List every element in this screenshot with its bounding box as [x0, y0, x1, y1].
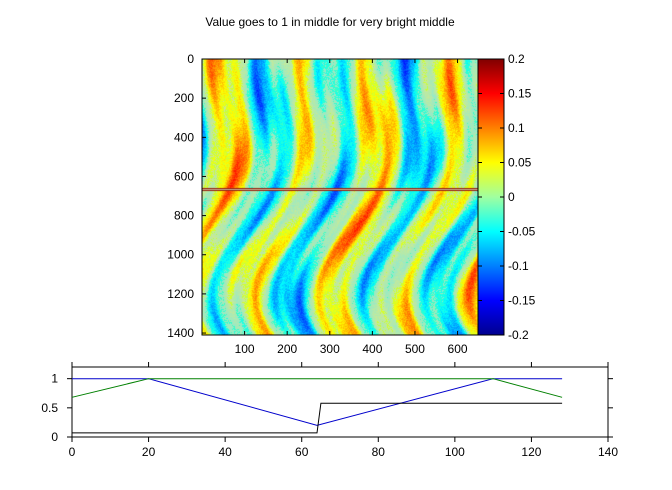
line-x-tick-label: 60: [295, 445, 309, 459]
chart-title: Value goes to 1 in middle for very brigh…: [205, 15, 455, 29]
heatmap-x-axis: 100 200 300 400 500 600: [235, 59, 468, 356]
line-series-group: [71, 378, 563, 434]
colorbar-tick-label: 0.05: [508, 156, 532, 170]
heatmap-x-tick-label: 200: [277, 342, 297, 356]
colorbar-tick-label: -0.05: [508, 225, 536, 239]
colorbar-tick-label: -0.2: [508, 328, 529, 342]
heatmap-y-tick-label: 1400: [167, 326, 194, 340]
colorbar-tick-label: -0.1: [508, 259, 529, 273]
line-x-tick-label: 40: [218, 445, 232, 459]
line-x-tick-label: 20: [142, 445, 156, 459]
heatmap-y-tick-label: 0: [187, 52, 194, 66]
heatmap-y-tick-label: 1000: [167, 248, 194, 262]
heatmap-x-tick-label: 100: [235, 342, 255, 356]
line-y-tick-label: 1: [51, 372, 58, 386]
line-x-tick-label: 140: [598, 445, 618, 459]
heatmap-y-tick-label: 800: [174, 209, 194, 223]
series-line-3: [72, 402, 563, 434]
colorbar: 0.2 0.15 0.1 0.05 0 -0.05 -0.1 -0.15 -0.2: [477, 52, 536, 342]
colorbar-tick-label: 0: [508, 190, 515, 204]
heatmap-y-tick-label: 200: [174, 91, 194, 105]
heatmap-y-axis: 0 200 400 600 800 1000 1200 1400: [167, 52, 206, 340]
heatmap-panel: 100 200 300 400 500 600 0 200 400 600 800 1000 1200…: [167, 52, 479, 356]
heatmap-x-tick-label: 400: [362, 342, 382, 356]
line-x-tick-label: 120: [521, 445, 541, 459]
series-line-2: [71, 378, 563, 398]
colorbar-tick-label: 0.1: [508, 121, 525, 135]
heatmap-image: [202, 59, 478, 335]
heatmap-x-tick-label: 300: [320, 342, 340, 356]
line-x-tick-label: 100: [445, 445, 465, 459]
heatmap-y-tick-label: 400: [174, 130, 194, 144]
line-plot-frame: [71, 366, 609, 438]
heatmap-x-tick-label: 600: [448, 342, 468, 356]
line-y-axis: 00.51: [41, 372, 613, 444]
colorbar-tick-label: 0.2: [508, 52, 525, 66]
colorbar-tick-label: 0.15: [508, 87, 532, 101]
line-x-tick-label: 80: [372, 445, 386, 459]
colorbar-axis: 0.2 0.15 0.1 0.05 0 -0.05 -0.1 -0.15 -0.2: [478, 52, 536, 342]
heatmap-y-tick-label: 600: [174, 169, 194, 183]
colorbar-tick-label: -0.15: [508, 294, 536, 308]
heatmap-y-tick-label: 1200: [167, 287, 194, 301]
heatmap-x-tick-label: 500: [405, 342, 425, 356]
line-x-axis: 0 20 40 60 80 100 120 140: [69, 362, 618, 459]
series-line-1: [72, 378, 563, 426]
line-y-tick-label: 0.5: [41, 401, 58, 415]
line-y-tick-label: 0: [51, 430, 58, 444]
line-x-tick-label: 0: [69, 445, 76, 459]
line-panel: 0 20 40 60 80 100 120 140 00.51: [41, 362, 618, 459]
